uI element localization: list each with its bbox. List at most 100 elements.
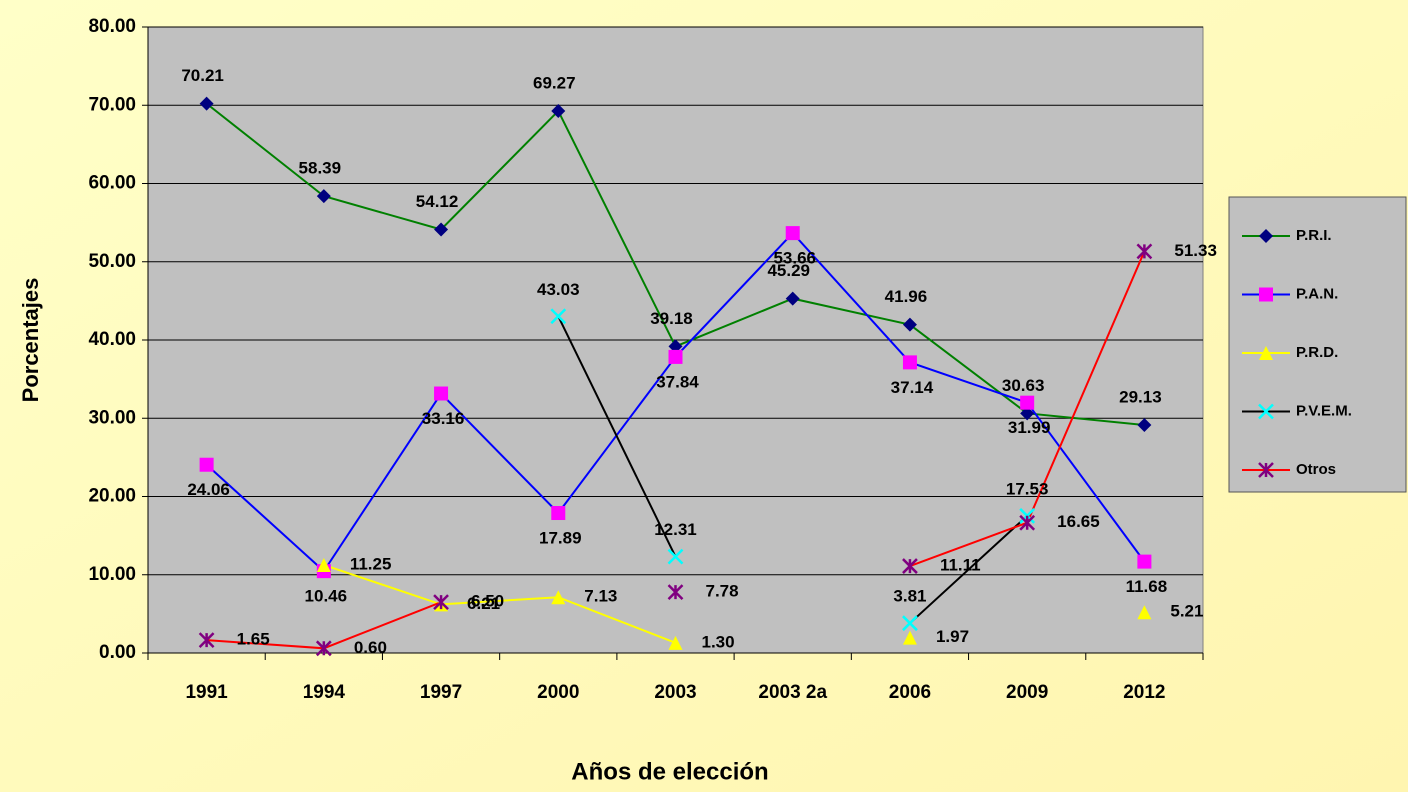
data-label: 11.68 [1126,577,1168,596]
x-tick-label: 2012 [1123,682,1165,703]
y-tick-label: 20.00 [88,486,136,507]
data-label: 54.12 [416,192,459,211]
data-label: 7.78 [706,582,739,601]
legend-label: P.V.E.M. [1296,402,1352,419]
data-label: 29.13 [1119,388,1162,407]
data-point [316,557,331,572]
data-point [668,349,683,364]
data-label: 33.16 [422,409,465,428]
data-point [199,96,214,111]
y-axis-title: Porcentajes [18,278,43,403]
data-point [1020,395,1035,410]
data-point [902,630,917,645]
data-point [1019,514,1036,531]
legend-marker [1259,287,1273,302]
data-point [667,548,684,565]
data-label: 6.50 [471,592,504,611]
data-point [551,506,566,521]
legend-marker [1259,229,1273,243]
data-point [551,103,566,118]
data-label: 53.66 [773,249,816,268]
x-axis-title: Años de elección [571,758,768,785]
data-label: 37.14 [891,378,934,397]
data-label: 24.06 [187,480,230,499]
y-tick-label: 40.00 [88,329,136,350]
data-label: 41.96 [885,287,928,306]
data-point [785,291,800,306]
data-point [785,226,800,241]
data-label: 16.65 [1057,512,1100,531]
data-point [316,189,331,204]
data-point [902,355,917,370]
data-label: 1.30 [702,632,735,651]
x-tick-label: 1994 [303,682,346,703]
legend-label: P.R.D. [1296,344,1338,361]
data-label: 69.27 [533,73,576,92]
legend-label: Otros [1296,461,1336,478]
data-label: 12.31 [654,520,697,539]
data-label: 0.60 [354,638,387,657]
data-point [1137,418,1152,433]
data-label: 11.11 [940,556,981,575]
data-label: 7.13 [584,587,617,606]
legend-label: P.R.I. [1296,227,1332,244]
data-label: 31.99 [1008,418,1051,437]
data-point [315,640,332,657]
legend-marker [1258,403,1274,420]
y-tick-label: 80.00 [88,16,136,37]
data-point [668,635,683,650]
y-tick-label: 0.00 [99,642,136,663]
data-label: 70.21 [181,66,224,85]
data-label: 10.46 [305,587,348,606]
y-tick-label: 60.00 [88,173,136,194]
y-tick-label: 70.00 [88,94,136,115]
data-point [902,317,917,332]
data-point [198,632,215,648]
data-label: 45.29 [767,261,810,280]
x-tick-label: 2000 [537,682,579,703]
series-line [557,315,1028,624]
data-label: 1.97 [936,627,969,646]
data-label: 51.33 [1174,241,1217,260]
data-label: 30.63 [1002,376,1045,395]
data-point [667,584,684,601]
data-point [199,457,214,472]
data-label: 3.81 [893,587,926,606]
y-tick-label: 10.00 [88,564,136,585]
data-label: 17.53 [1006,479,1049,498]
data-point [434,222,449,237]
x-tick-label: 2006 [889,682,931,703]
x-tick-label: 2009 [1006,682,1048,703]
y-tick-label: 50.00 [88,251,136,272]
data-label: 6.21 [467,594,500,613]
data-label: 11.25 [350,554,392,573]
data-point [433,594,449,611]
data-point [1137,554,1152,569]
data-label: 37.84 [656,372,699,391]
data-point [1137,605,1152,620]
x-tick-label: 2003 [654,682,696,703]
y-tick-label: 30.00 [88,407,136,428]
data-point [1020,406,1035,421]
data-point [550,308,567,325]
data-point [902,615,918,632]
data-point [434,386,449,401]
data-label: 39.18 [650,309,693,328]
legend-marker [1258,462,1274,478]
data-point [1136,243,1153,260]
data-point [902,558,918,574]
data-label: 17.89 [539,528,582,547]
legend-label: P.A.N. [1296,285,1338,302]
data-point [551,590,566,605]
data-label: 1.65 [237,630,270,649]
legend-box [1228,196,1407,493]
data-label: 5.21 [1170,602,1203,621]
x-tick-label: 1997 [420,682,462,703]
data-label: 43.03 [537,280,580,299]
legend-marker [1259,346,1273,360]
x-tick-label: 2003 2a [758,682,827,703]
x-tick-label: 1991 [185,682,228,703]
data-label: 58.39 [299,159,342,178]
